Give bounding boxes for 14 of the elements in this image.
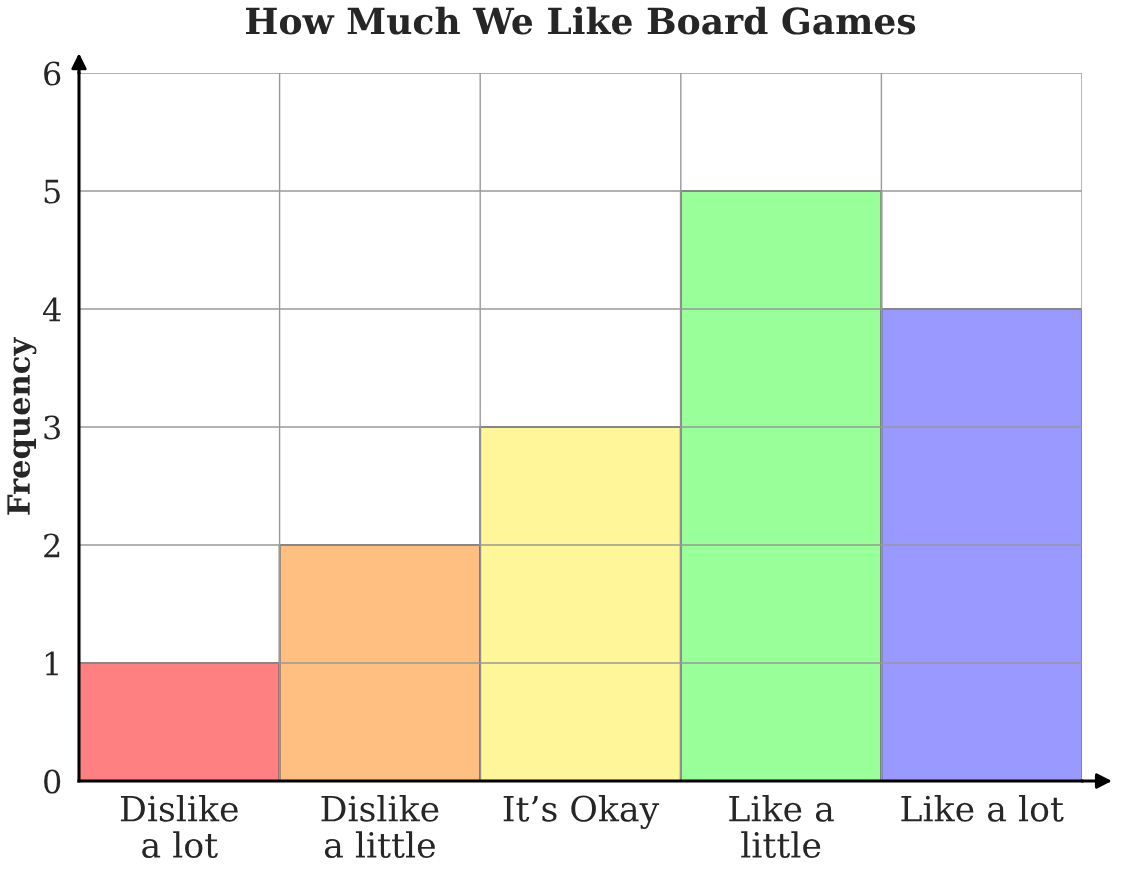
- y-tick-label: 1: [45, 651, 58, 676]
- y-tick-label: 3: [44, 415, 60, 440]
- x-tick-label: Like a little: [729, 794, 834, 859]
- x-tick-label: Dislike a little: [321, 794, 439, 859]
- x-tick-label: Like a lot: [901, 794, 1064, 822]
- y-tick-label: 0: [44, 769, 61, 794]
- y-tick-label: 2: [44, 533, 60, 558]
- chart-title: How Much We Like Board Games: [246, 6, 916, 35]
- y-tick-label: 6: [44, 61, 61, 86]
- y-tick-label: 4: [42, 297, 61, 322]
- x-tick-label: It’s Okay: [503, 794, 660, 829]
- y-tick-label: 5: [44, 179, 60, 204]
- x-tick-label: Dislike a lot: [120, 794, 238, 859]
- y-axis-title: Frequency: [7, 337, 37, 515]
